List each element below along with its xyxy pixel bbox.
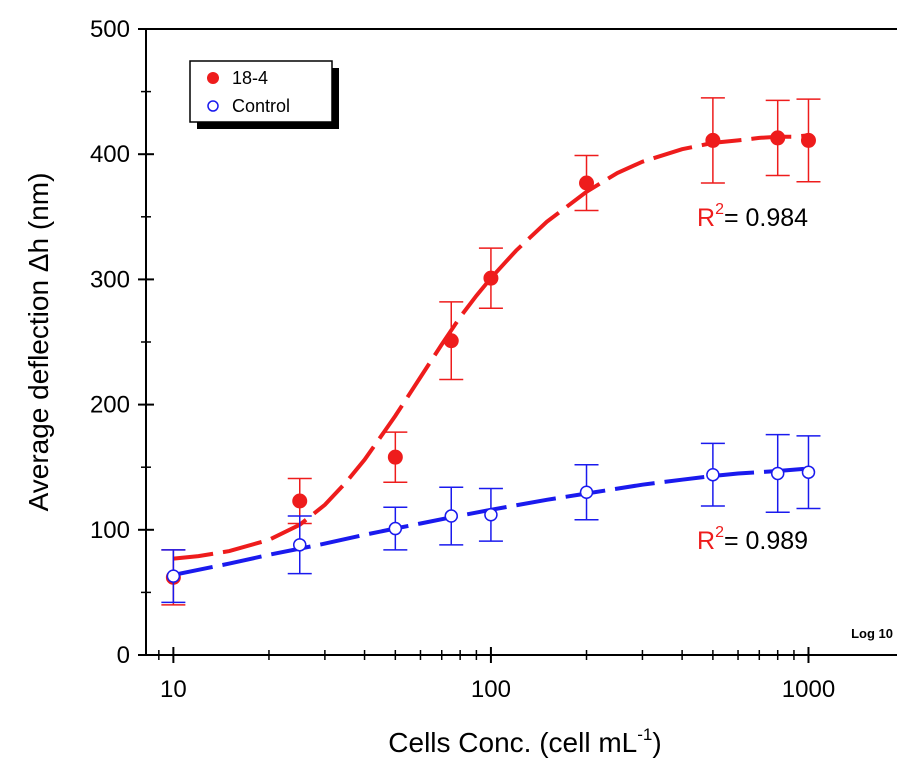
scale-note: Log 10 — [851, 626, 893, 641]
y-tick-label: 100 — [90, 517, 130, 544]
y-tick-label: 200 — [90, 392, 130, 419]
data-point — [800, 132, 816, 148]
r-squared-label: R2= 0.989 — [697, 524, 808, 555]
data-point — [770, 466, 785, 481]
data-point — [292, 538, 307, 552]
data-point — [801, 465, 816, 479]
legend-label: Control — [232, 96, 290, 116]
y-tick-label: 400 — [90, 141, 130, 168]
legend-marker — [207, 100, 219, 112]
data-point — [443, 333, 459, 349]
r-squared-label: R2= 0.984 — [697, 201, 808, 232]
data-point — [483, 270, 499, 286]
fit-line — [173, 133, 809, 561]
data-point — [292, 493, 308, 509]
data-point — [166, 569, 181, 583]
data-point — [444, 509, 458, 523]
x-tick-label: 10 — [160, 676, 187, 703]
legend-box — [189, 60, 333, 123]
y-tick-label: 300 — [90, 266, 130, 293]
x-axis-title: Cells Conc. (cell mL-1) — [388, 725, 661, 758]
legend-label: 18-4 — [232, 68, 268, 88]
y-tick-label: 500 — [90, 16, 130, 43]
y-axis-title: Average deflection Δh (nm) — [23, 173, 54, 512]
data-point — [705, 132, 721, 148]
data-point — [579, 175, 595, 191]
data-point — [770, 130, 786, 146]
y-tick-label: 0 — [117, 642, 130, 669]
data-point — [579, 485, 594, 499]
data-point — [387, 449, 403, 465]
data-point — [706, 467, 720, 482]
legend: 18-4 Control — [189, 60, 339, 129]
legend-marker — [207, 72, 219, 84]
series-1 — [161, 433, 821, 604]
x-tick-label: 1000 — [782, 676, 835, 703]
data-point — [388, 521, 403, 536]
axes-layer — [138, 28, 897, 663]
data-point — [484, 508, 498, 522]
series-layer — [161, 97, 821, 606]
label-layer: 0 100 200 300 400 500 10 100 1000 Cells Conc. (ce… — [23, 16, 893, 758]
x-tick-label: 100 — [471, 676, 511, 703]
